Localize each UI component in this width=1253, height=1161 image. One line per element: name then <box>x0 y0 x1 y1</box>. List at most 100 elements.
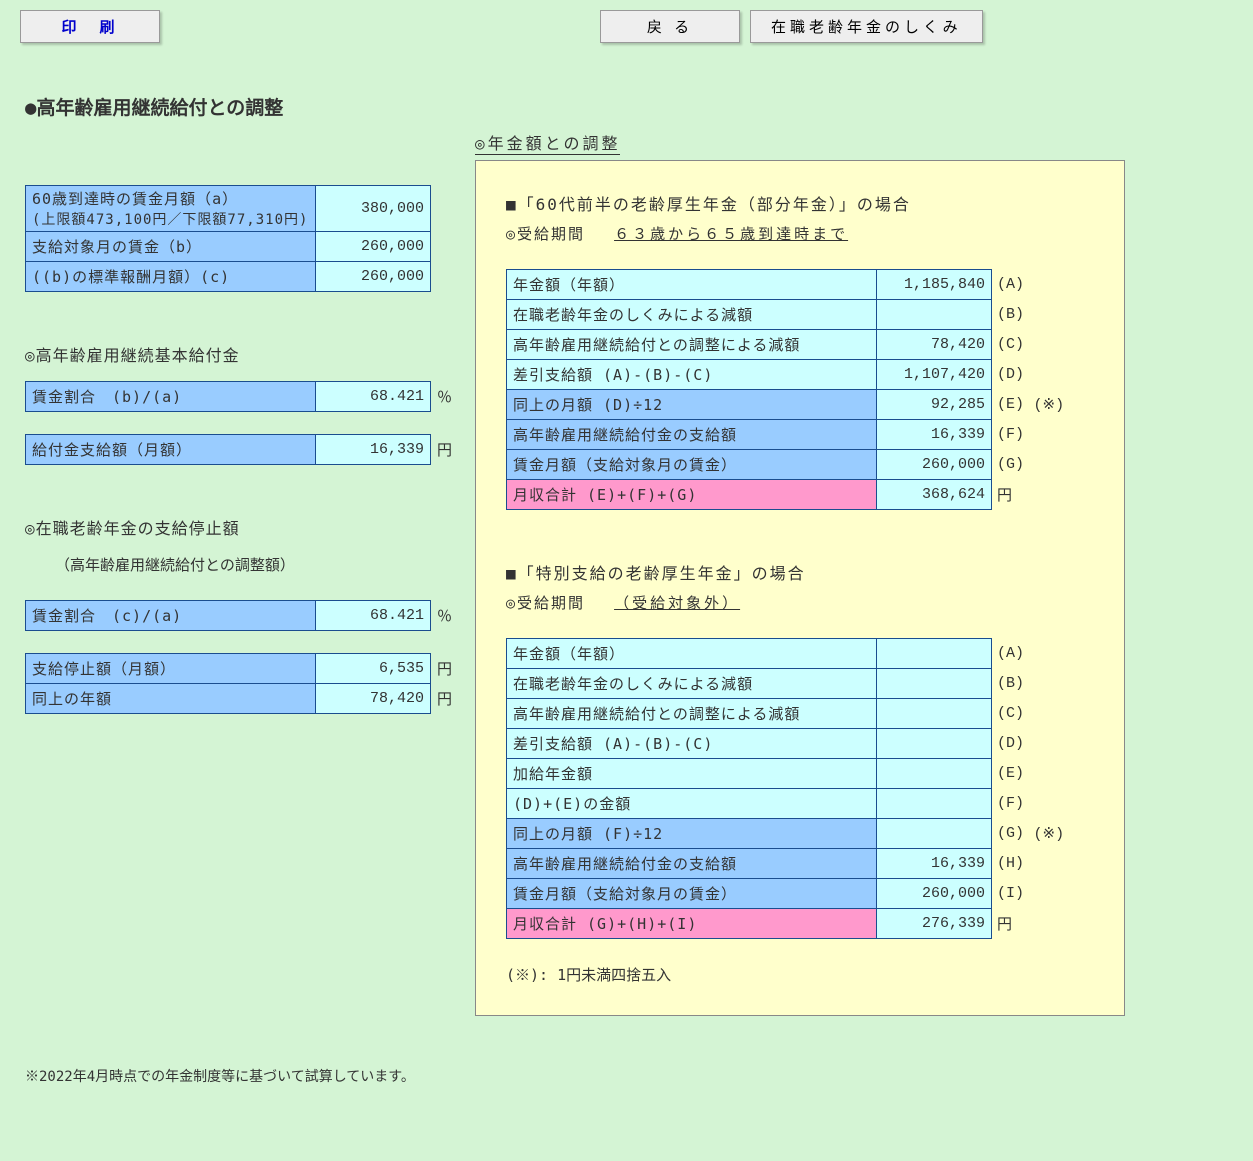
ratio2-value: 68.421 <box>316 601 431 631</box>
wage-a-sublabel: (上限額473,100円／下限額77,310円) <box>32 209 309 229</box>
case2-title: ■「特別支給の老齢厚生年金」の場合 <box>506 560 1109 584</box>
case1-row-marker: (G) <box>992 450 1031 480</box>
stop1-unit: 円 <box>431 654 461 684</box>
ratio1-unit: ％ <box>431 382 461 412</box>
case2-row-label: 高年齢雇用継続給付との調整による減額 <box>507 699 877 729</box>
case2-row-marker: (A) <box>992 639 1031 669</box>
case2-row-label: 賃金月額（支給対象月の賃金） <box>507 879 877 909</box>
benefit-table: 給付金支給額（月額） 16,339 円 <box>25 434 461 465</box>
print-button[interactable]: 印 刷 <box>20 10 160 43</box>
ratio1-label: 賃金割合 (b)/(a) <box>26 382 316 412</box>
case2-period-value: （受給対象外） <box>614 594 740 612</box>
case1-row-extra <box>1031 330 1071 360</box>
bottom-note: ※2022年4月時点での年金制度等に基づいて試算しています。 <box>25 1066 1243 1086</box>
case1-row-value: 1,107,420 <box>877 360 992 390</box>
case2-row-value <box>877 669 992 699</box>
mechanism-button[interactable]: 在職老齢年金のしくみ <box>750 10 983 43</box>
page-title: ●高年齢雇用継続給付との調整 <box>25 93 1243 120</box>
wage-b-value: 260,000 <box>316 232 431 262</box>
case2-row-label: 在職老齢年金のしくみによる減額 <box>507 669 877 699</box>
ratio1-table: 賃金割合 (b)/(a) 68.421 ％ <box>25 381 461 412</box>
case1-row-value: 1,185,840 <box>877 270 992 300</box>
case2-row-value: 276,339 <box>877 909 992 939</box>
case2-row-value <box>877 759 992 789</box>
case2-row-extra: (※) <box>1031 819 1071 849</box>
right-title: ◎年金額との調整 <box>475 130 620 155</box>
case1-row-extra <box>1031 450 1071 480</box>
case2-period-label: ◎受給期間 <box>506 594 585 612</box>
back-button[interactable]: 戻 る <box>600 10 740 43</box>
case1-table: 年金額（年額）1,185,840(A)在職老齢年金のしくみによる減額(B)高年齢… <box>506 269 1071 510</box>
wage-table: 60歳到達時の賃金月額（a） (上限額473,100円／下限額77,310円) … <box>25 185 431 292</box>
case1-row-marker: (F) <box>992 420 1031 450</box>
case2-row-extra <box>1031 639 1071 669</box>
case2-row-extra <box>1031 759 1071 789</box>
case2-row-marker: (E) <box>992 759 1031 789</box>
stop2-label: 同上の年額 <box>26 684 316 714</box>
case1-row-label: 年金額（年額） <box>507 270 877 300</box>
case1-row-label: 高年齢雇用継続給付との調整による減額 <box>507 330 877 360</box>
case2-row-extra <box>1031 669 1071 699</box>
section2-title: ◎在職老齢年金の支給停止額 <box>25 515 470 539</box>
case2-row-value <box>877 819 992 849</box>
section1-title: ◎高年齢雇用継続基本給付金 <box>25 342 470 366</box>
case2-row-value <box>877 789 992 819</box>
case1-row-value <box>877 300 992 330</box>
case2-row-extra <box>1031 789 1071 819</box>
case2-row-marker: (I) <box>992 879 1031 909</box>
case1-row-label: 賃金月額（支給対象月の賃金） <box>507 450 877 480</box>
case2-row-extra <box>1031 699 1071 729</box>
case2-row-value: 16,339 <box>877 849 992 879</box>
case2-row-marker: (G) <box>992 819 1031 849</box>
benefit-label: 給付金支給額（月額） <box>26 435 316 465</box>
case1-row-label: 在職老齢年金のしくみによる減額 <box>507 300 877 330</box>
case1-row-marker: (D) <box>992 360 1031 390</box>
case2-row-marker: 円 <box>992 909 1031 939</box>
case2-row-extra <box>1031 849 1071 879</box>
right-panel: ■「60代前半の老齢厚生年金（部分年金）」の場合 ◎受給期間 ６３歳から６５歳到… <box>475 160 1125 1016</box>
case1-row-label: 同上の月額 (D)÷12 <box>507 390 877 420</box>
wage-b-label: 支給対象月の賃金（b） <box>26 232 316 262</box>
case2-row-label: 差引支給額 (A)-(B)-(C) <box>507 729 877 759</box>
right-footnote: (※): 1円未満四捨五入 <box>506 964 1109 985</box>
wage-a-value: 380,000 <box>316 186 431 232</box>
section2-sub: （高年齢雇用継続給付との調整額） <box>55 554 470 575</box>
case1-row-extra <box>1031 300 1071 330</box>
case2-row-extra <box>1031 729 1071 759</box>
case1-row-marker: (A) <box>992 270 1031 300</box>
case2-row-value <box>877 639 992 669</box>
case2-row-marker: (F) <box>992 789 1031 819</box>
case2-row-value: 260,000 <box>877 879 992 909</box>
case2-row-marker: (B) <box>992 669 1031 699</box>
case1-row-value: 92,285 <box>877 390 992 420</box>
stop1-value: 6,535 <box>316 654 431 684</box>
case2-row-value <box>877 729 992 759</box>
benefit-unit: 円 <box>431 435 461 465</box>
top-button-bar: 印 刷 戻 る 在職老齢年金のしくみ <box>10 10 1243 43</box>
ratio2-table: 賃金割合 (c)/(a) 68.421 ％ <box>25 600 461 631</box>
left-column: 60歳到達時の賃金月額（a） (上限額473,100円／下限額77,310円) … <box>10 130 470 714</box>
case1-period-label: ◎受給期間 <box>506 225 585 243</box>
case2-row-value <box>877 699 992 729</box>
case2-table: 年金額（年額）(A)在職老齢年金のしくみによる減額(B)高年齢雇用継続給付との調… <box>506 638 1071 939</box>
case2-row-extra <box>1031 879 1071 909</box>
case1-row-label: 月収合計 (E)+(F)+(G) <box>507 480 877 510</box>
case2-row-label: 高年齢雇用継続給付金の支給額 <box>507 849 877 879</box>
case1-period-value: ６３歳から６５歳到達時まで <box>614 225 848 243</box>
case1-row-extra <box>1031 420 1071 450</box>
case2-row-label: (D)+(E)の金額 <box>507 789 877 819</box>
ratio2-unit: ％ <box>431 601 461 631</box>
wage-a-label: 60歳到達時の賃金月額（a） <box>32 188 309 209</box>
case2-row-label: 同上の月額 (F)÷12 <box>507 819 877 849</box>
case1-row-value: 78,420 <box>877 330 992 360</box>
stop2-unit: 円 <box>431 684 461 714</box>
case1-row-value: 368,624 <box>877 480 992 510</box>
case1-title: ■「60代前半の老齢厚生年金（部分年金）」の場合 <box>506 191 1109 215</box>
case1-row-value: 260,000 <box>877 450 992 480</box>
stop1-label: 支給停止額（月額） <box>26 654 316 684</box>
benefit-value: 16,339 <box>316 435 431 465</box>
case2-row-marker: (H) <box>992 849 1031 879</box>
case1-row-marker: 円 <box>992 480 1031 510</box>
case1-row-extra <box>1031 270 1071 300</box>
case2-row-label: 月収合計 (G)+(H)+(I) <box>507 909 877 939</box>
